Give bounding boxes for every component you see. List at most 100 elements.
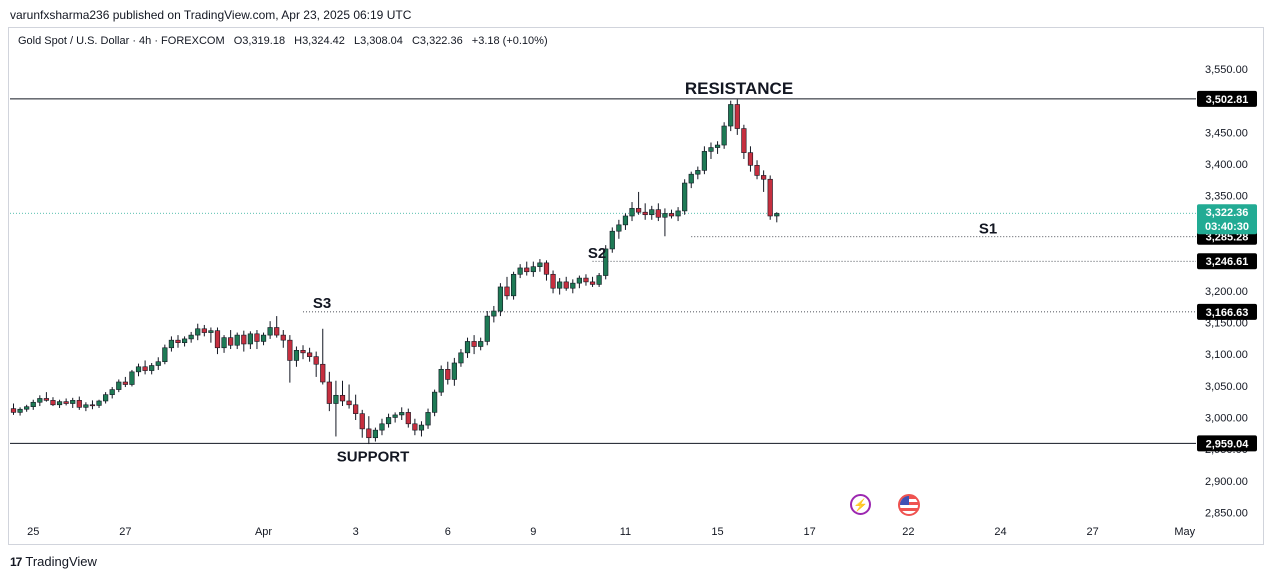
y-tick-label: 2,900.00: [1205, 476, 1248, 488]
candle-up: [609, 230, 615, 250]
candle-up: [688, 173, 694, 184]
candle-down: [405, 412, 411, 425]
candle-down: [550, 273, 556, 289]
candle-down: [767, 178, 773, 217]
legend-change: +3.18 (+0.10%): [471, 35, 548, 47]
candle-down: [339, 394, 346, 402]
level-price-label: 3,166.63: [1206, 307, 1249, 319]
y-tick-label: 3,400.00: [1205, 159, 1248, 171]
tradingview-logo-icon: 17: [10, 554, 22, 569]
us-flag-event-icon[interactable]: [898, 494, 920, 516]
countdown-label: 03:40:30: [1205, 221, 1249, 233]
candle-up: [129, 371, 135, 385]
candle-down: [122, 381, 128, 385]
level-price-label: 3,502.81: [1206, 94, 1249, 106]
candle-up: [774, 213, 780, 217]
candle-down: [366, 428, 372, 439]
candle-up: [576, 277, 582, 284]
candle-down: [326, 381, 332, 404]
candle-up: [399, 412, 405, 416]
candle-down: [445, 369, 451, 380]
candle-up: [293, 350, 300, 361]
candles-layer: [10, 99, 780, 445]
candle-up: [425, 412, 431, 426]
candle-up: [195, 328, 201, 336]
candle-up: [497, 286, 504, 312]
candle-down: [142, 366, 148, 371]
candle-up: [721, 125, 727, 146]
y-tick-label: 3,050.00: [1205, 381, 1248, 393]
candle-down: [353, 404, 359, 414]
legend-low: L3,308.04: [353, 35, 403, 47]
x-tick-label: May: [1174, 526, 1195, 538]
candle-up: [221, 337, 227, 349]
candle-down: [754, 165, 760, 176]
candle-down: [214, 330, 221, 349]
x-tick-label: 22: [902, 526, 914, 538]
candle-up: [570, 282, 576, 289]
x-tick-label: 6: [445, 526, 451, 538]
y-tick-label: 3,350.00: [1205, 191, 1248, 203]
candle-down: [761, 175, 767, 180]
x-tick-label: 11: [620, 526, 631, 538]
symbol-name[interactable]: Gold Spot / U.S. Dollar · 4h · FOREXCOM: [18, 35, 225, 47]
legend-high: H3,324.42: [294, 35, 345, 47]
candle-down: [734, 104, 740, 129]
candle-up: [188, 334, 194, 340]
candle-down: [346, 400, 352, 406]
chart-lines-layer: [10, 98, 1196, 444]
candle-up: [379, 423, 385, 431]
candle-up: [83, 404, 89, 408]
candle-down: [274, 327, 280, 336]
candle-up: [622, 215, 629, 226]
candle-up: [70, 400, 76, 404]
candle-up: [662, 213, 668, 218]
candle-up: [458, 352, 464, 364]
candle-up: [537, 262, 543, 267]
tradingview-footer: 17 TradingView: [10, 554, 97, 569]
candle-up: [649, 209, 655, 216]
candle-down: [741, 128, 747, 153]
candle-down: [50, 400, 56, 406]
candle-up: [30, 401, 36, 407]
y-tick-label: 3,550.00: [1205, 64, 1248, 76]
candle-up: [695, 170, 701, 175]
chart-frame: [8, 27, 1264, 545]
candle-down: [655, 209, 661, 218]
candle-up: [557, 281, 563, 289]
publisher-caption: varunfxsharma236 published on TradingVie…: [10, 8, 412, 22]
s1-annotation: S1: [979, 221, 997, 238]
candle-up: [596, 275, 602, 285]
current-price-tag: [1197, 204, 1257, 235]
lightning-event-icon[interactable]: ⚡: [850, 494, 871, 515]
candle-down: [563, 281, 569, 289]
candle-up: [418, 424, 425, 431]
candle-up: [96, 400, 102, 406]
labels-layer: 3,550.003,500.003,450.003,400.003,350.00…: [27, 64, 1257, 538]
candle-up: [103, 394, 109, 402]
candle-up: [109, 389, 115, 395]
candle-up: [517, 267, 523, 275]
candle-up: [208, 330, 214, 333]
level-price-label: 3,246.61: [1206, 256, 1249, 268]
candle-down: [589, 281, 596, 285]
candle-down: [280, 334, 286, 341]
candle-up: [728, 104, 734, 127]
footer-brand: TradingView: [25, 554, 97, 569]
candle-up: [484, 315, 490, 342]
candle-up: [181, 338, 188, 344]
level-price-tag: [1197, 90, 1257, 107]
x-tick-label: 25: [27, 526, 39, 538]
candle-down: [313, 356, 319, 365]
candle-up: [17, 408, 23, 413]
symbol-legend: Gold Spot / U.S. Dollar · 4h · FOREXCOM …: [18, 35, 554, 47]
candle-up: [116, 381, 122, 390]
candle-up: [333, 394, 339, 404]
candle-up: [155, 361, 161, 366]
candle-down: [471, 341, 477, 347]
x-tick-label: 27: [119, 526, 131, 538]
x-tick-label: 24: [994, 526, 1006, 538]
y-tick-label: 3,200.00: [1205, 286, 1248, 298]
candle-up: [714, 144, 721, 148]
